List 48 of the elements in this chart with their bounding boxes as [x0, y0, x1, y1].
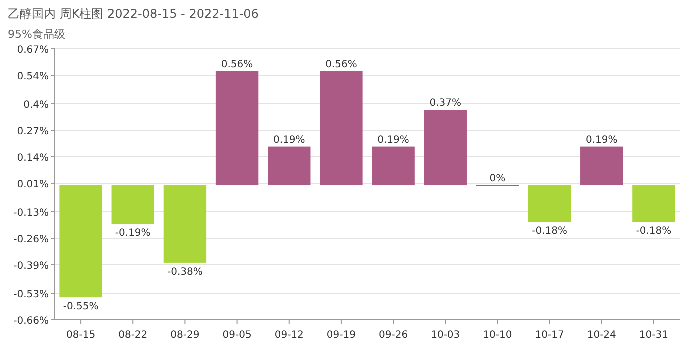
x-tick-label: 08-22 [118, 330, 148, 341]
x-tick-label: 08-15 [66, 330, 96, 341]
data-label: 0% [490, 174, 506, 185]
data-label: 0.19% [378, 134, 410, 146]
chart-subtitle: 95%食品级 [8, 28, 66, 41]
x-tick-label: 09-12 [274, 330, 304, 341]
x-tick-label: 10-03 [431, 330, 460, 341]
y-tick-label: 0.14% [17, 152, 49, 164]
y-tick-label: -0.26% [14, 234, 49, 246]
bar [424, 110, 467, 186]
data-label: 0.56% [326, 59, 358, 70]
y-tick-label: 0.01% [17, 179, 49, 190]
data-label: 0.19% [586, 134, 618, 146]
bar [112, 186, 154, 224]
y-tick-label: 0.27% [17, 126, 49, 138]
data-label: -0.19% [115, 228, 151, 240]
x-tick-label: 10-10 [483, 330, 512, 341]
y-tick-label: 0.4% [24, 100, 49, 112]
bar [580, 146, 624, 186]
y-tick-label: -0.66% [14, 316, 49, 327]
y-tick-label: 0.54% [17, 71, 49, 82]
data-label: -0.18% [636, 226, 672, 238]
x-tick-label: 10-24 [587, 330, 616, 341]
data-label: -0.38% [168, 266, 203, 278]
bar [216, 71, 259, 186]
bar [268, 146, 311, 186]
x-tick-label: 10-17 [535, 330, 564, 341]
data-label: -0.55% [63, 302, 99, 313]
data-label: 0.19% [273, 134, 306, 146]
bar [632, 186, 676, 222]
bar [60, 186, 102, 298]
x-tick-label: 09-26 [379, 330, 408, 341]
data-label: 0.56% [221, 59, 254, 70]
y-tick-label: -0.13% [14, 208, 49, 220]
bar [372, 146, 415, 186]
bar [320, 71, 363, 186]
x-tick-label: 10-31 [639, 330, 668, 341]
x-tick-label: 09-19 [326, 330, 356, 341]
data-label: -0.18% [532, 226, 568, 238]
x-tick-label: 09-05 [222, 330, 252, 341]
y-tick-label: -0.53% [14, 290, 49, 301]
y-tick-label: 0.67% [17, 45, 49, 56]
bar [528, 186, 572, 222]
data-label: 0.37% [430, 98, 462, 110]
y-tick-label: -0.39% [14, 260, 49, 272]
bar [164, 186, 207, 263]
x-tick-label: 08-29 [170, 330, 200, 341]
chart-title: 乙醇国内 周K柱图 2022-08-15 - 2022-11-06 [8, 7, 259, 21]
